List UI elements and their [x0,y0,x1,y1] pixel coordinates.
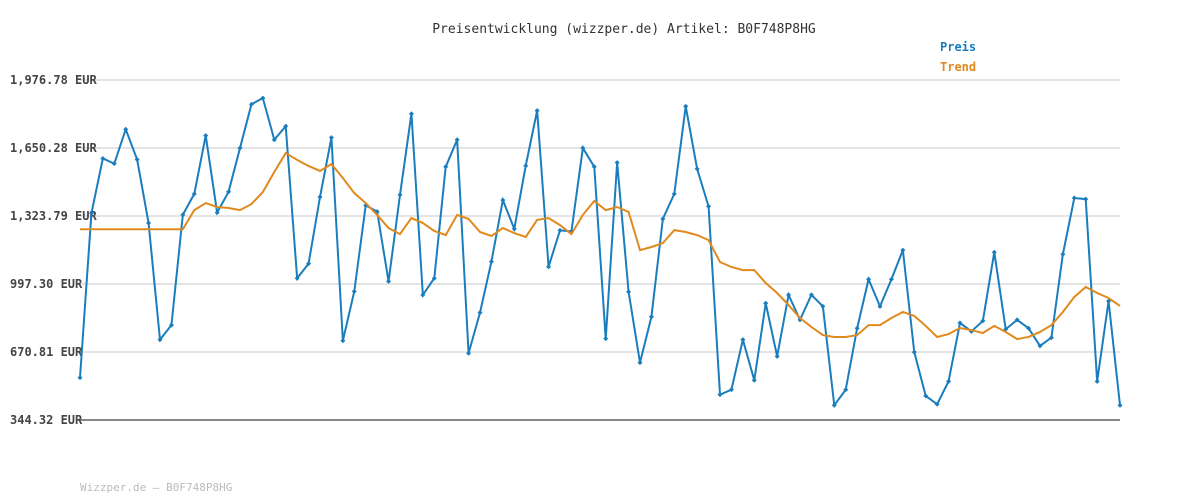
data-point [980,318,986,324]
data-point [683,103,689,109]
data-point [1071,195,1077,201]
data-point [271,137,277,143]
data-point [580,145,586,151]
data-point [843,387,849,393]
y-tick-label: 1,650.28 EUR [10,141,97,155]
data-point [911,349,917,355]
y-tick-label: 670.81 EUR [10,345,83,359]
data-point [523,163,529,169]
data-point [443,164,449,170]
data-point [146,220,152,226]
data-point [923,393,929,399]
data-point [191,191,197,197]
data-point [694,166,700,172]
legend-entry: Preis [940,40,976,54]
data-point [88,210,94,216]
y-tick-label: 1,323.79 EUR [10,209,97,223]
data-point [603,336,609,342]
data-point [1060,251,1066,257]
footer: Wizzper.de – B0F748P8HG [80,481,232,494]
data-point [180,212,186,218]
data-point [111,161,117,167]
data-point [226,189,232,195]
data-point [763,300,769,306]
data-point [831,402,837,408]
series-line [79,96,1121,408]
data-point [957,320,963,326]
data-point [774,353,780,359]
data-point [991,249,997,255]
data-point [420,292,426,298]
y-tick-label: 997.30 EUR [10,277,83,291]
data-point [648,314,654,320]
data-point [740,337,746,343]
data-point [934,401,940,407]
data-point [534,108,540,114]
data-point [728,387,734,393]
data-point [454,137,460,143]
data-point [294,275,300,281]
y-tick-label: 1,976.78 EUR [10,73,97,87]
data-point [466,350,472,356]
data-point [820,303,826,309]
data-point [260,95,266,101]
data-point [328,135,334,141]
data-point [717,392,723,398]
data-point [157,337,163,343]
data-point [751,377,757,383]
data-point [214,210,220,216]
data-point [351,288,357,294]
data-point [340,338,346,344]
legend-entry: Trend [940,60,976,74]
data-point [946,378,952,384]
data-point [808,292,814,298]
data-point [591,164,597,170]
data-point [660,216,666,222]
data-point [317,194,323,200]
data-point [203,133,209,139]
data-point [637,360,643,366]
data-point [557,227,563,233]
data-point [888,276,894,282]
data-point [488,259,494,265]
data-point [477,310,483,316]
data-point [283,123,289,129]
data-point [248,101,254,107]
data-point [511,226,517,232]
chart-title: Preisentwicklung (wizzper.de) Artikel: B… [432,22,816,37]
data-point [1026,325,1032,331]
data-point [1094,378,1100,384]
y-tick-label: 344.32 EUR [10,413,83,427]
data-point [397,192,403,198]
series-line [80,151,1121,341]
data-point [1083,196,1089,202]
data-point [237,145,243,151]
data-point [77,375,83,381]
data-point [546,264,552,270]
data-point [168,322,174,328]
data-point [386,278,392,284]
data-point [626,289,632,295]
data-point [1014,317,1020,323]
data-point [134,157,140,163]
data-point [877,303,883,309]
data-point [123,126,129,132]
data-point [306,261,312,267]
data-point [431,275,437,281]
data-point [408,111,414,117]
data-point [706,203,712,209]
data-point [500,197,506,203]
data-point [1037,343,1043,349]
data-point [100,155,106,161]
data-point [866,276,872,282]
data-point [786,292,792,298]
data-point [1048,335,1054,341]
data-point [671,191,677,197]
data-point [900,247,906,253]
data-point [1117,402,1123,408]
data-point [614,160,620,166]
data-point [854,325,860,331]
